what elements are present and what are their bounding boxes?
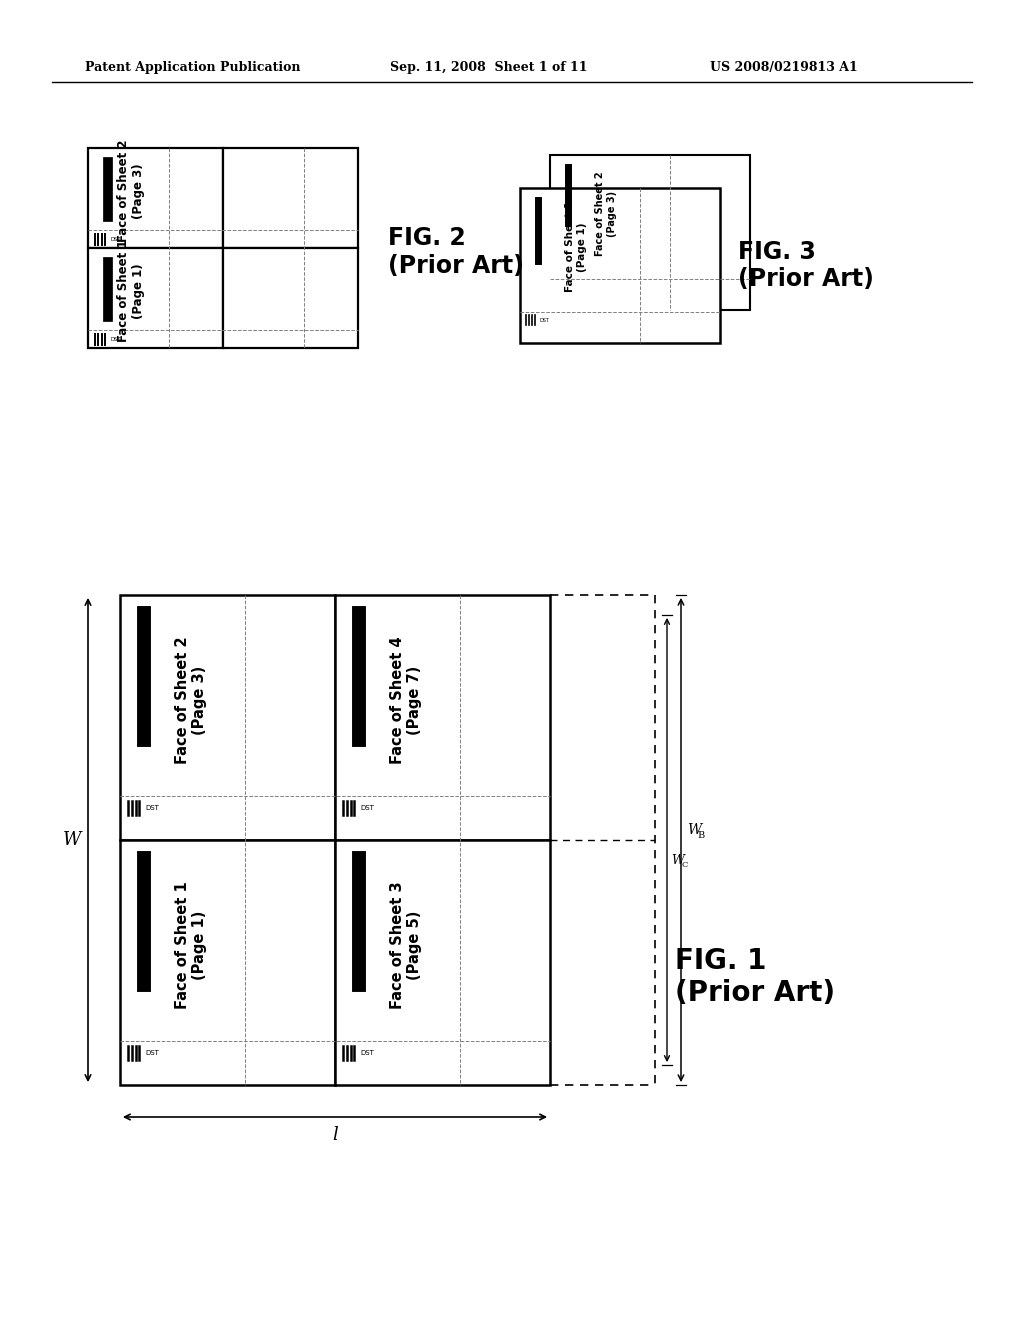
Text: Face of Sheet 1
(Page 1): Face of Sheet 1 (Page 1) bbox=[175, 882, 207, 1010]
Text: DST: DST bbox=[111, 238, 121, 242]
Text: Face of Sheet 2
(Page 3): Face of Sheet 2 (Page 3) bbox=[175, 636, 207, 764]
Bar bbox=[335, 840, 550, 1085]
Bar bbox=[120, 595, 335, 840]
Text: Face of Sheet 1
(Page 1): Face of Sheet 1 (Page 1) bbox=[565, 202, 587, 293]
Bar bbox=[120, 840, 335, 1085]
Text: FIG. 1
(Prior Art): FIG. 1 (Prior Art) bbox=[675, 946, 836, 1007]
Bar bbox=[550, 154, 750, 310]
Text: DST: DST bbox=[145, 805, 159, 810]
Text: C: C bbox=[681, 861, 687, 869]
Text: DST: DST bbox=[145, 1049, 159, 1056]
Text: Patent Application Publication: Patent Application Publication bbox=[85, 62, 300, 74]
Text: W: W bbox=[62, 832, 81, 849]
Text: W: W bbox=[687, 822, 701, 837]
Text: W: W bbox=[671, 854, 684, 866]
Bar bbox=[223, 148, 358, 248]
Text: DST: DST bbox=[540, 318, 550, 322]
Text: US 2008/0219813 A1: US 2008/0219813 A1 bbox=[710, 62, 858, 74]
Text: Face of Sheet 3
(Page 5): Face of Sheet 3 (Page 5) bbox=[390, 882, 422, 1010]
Text: Face of Sheet 2
(Page 3): Face of Sheet 2 (Page 3) bbox=[117, 140, 145, 243]
Text: DST: DST bbox=[360, 805, 374, 810]
Text: DST: DST bbox=[360, 1049, 374, 1056]
Text: Face of Sheet 1
(Page 1): Face of Sheet 1 (Page 1) bbox=[117, 240, 145, 342]
Text: Sep. 11, 2008  Sheet 1 of 11: Sep. 11, 2008 Sheet 1 of 11 bbox=[390, 62, 588, 74]
Bar bbox=[88, 148, 223, 248]
Bar bbox=[520, 187, 720, 343]
Text: B: B bbox=[697, 830, 705, 840]
Text: FIG. 3
(Prior Art): FIG. 3 (Prior Art) bbox=[738, 240, 873, 292]
Bar bbox=[223, 248, 358, 348]
Text: FIG. 2
(Prior Art): FIG. 2 (Prior Art) bbox=[388, 226, 524, 279]
Bar bbox=[335, 595, 550, 840]
Bar bbox=[88, 248, 223, 348]
Text: DST: DST bbox=[111, 337, 121, 342]
Text: Face of Sheet 2
(Page 3): Face of Sheet 2 (Page 3) bbox=[595, 172, 616, 256]
Text: l: l bbox=[332, 1126, 338, 1144]
Text: Face of Sheet 4
(Page 7): Face of Sheet 4 (Page 7) bbox=[390, 636, 422, 764]
